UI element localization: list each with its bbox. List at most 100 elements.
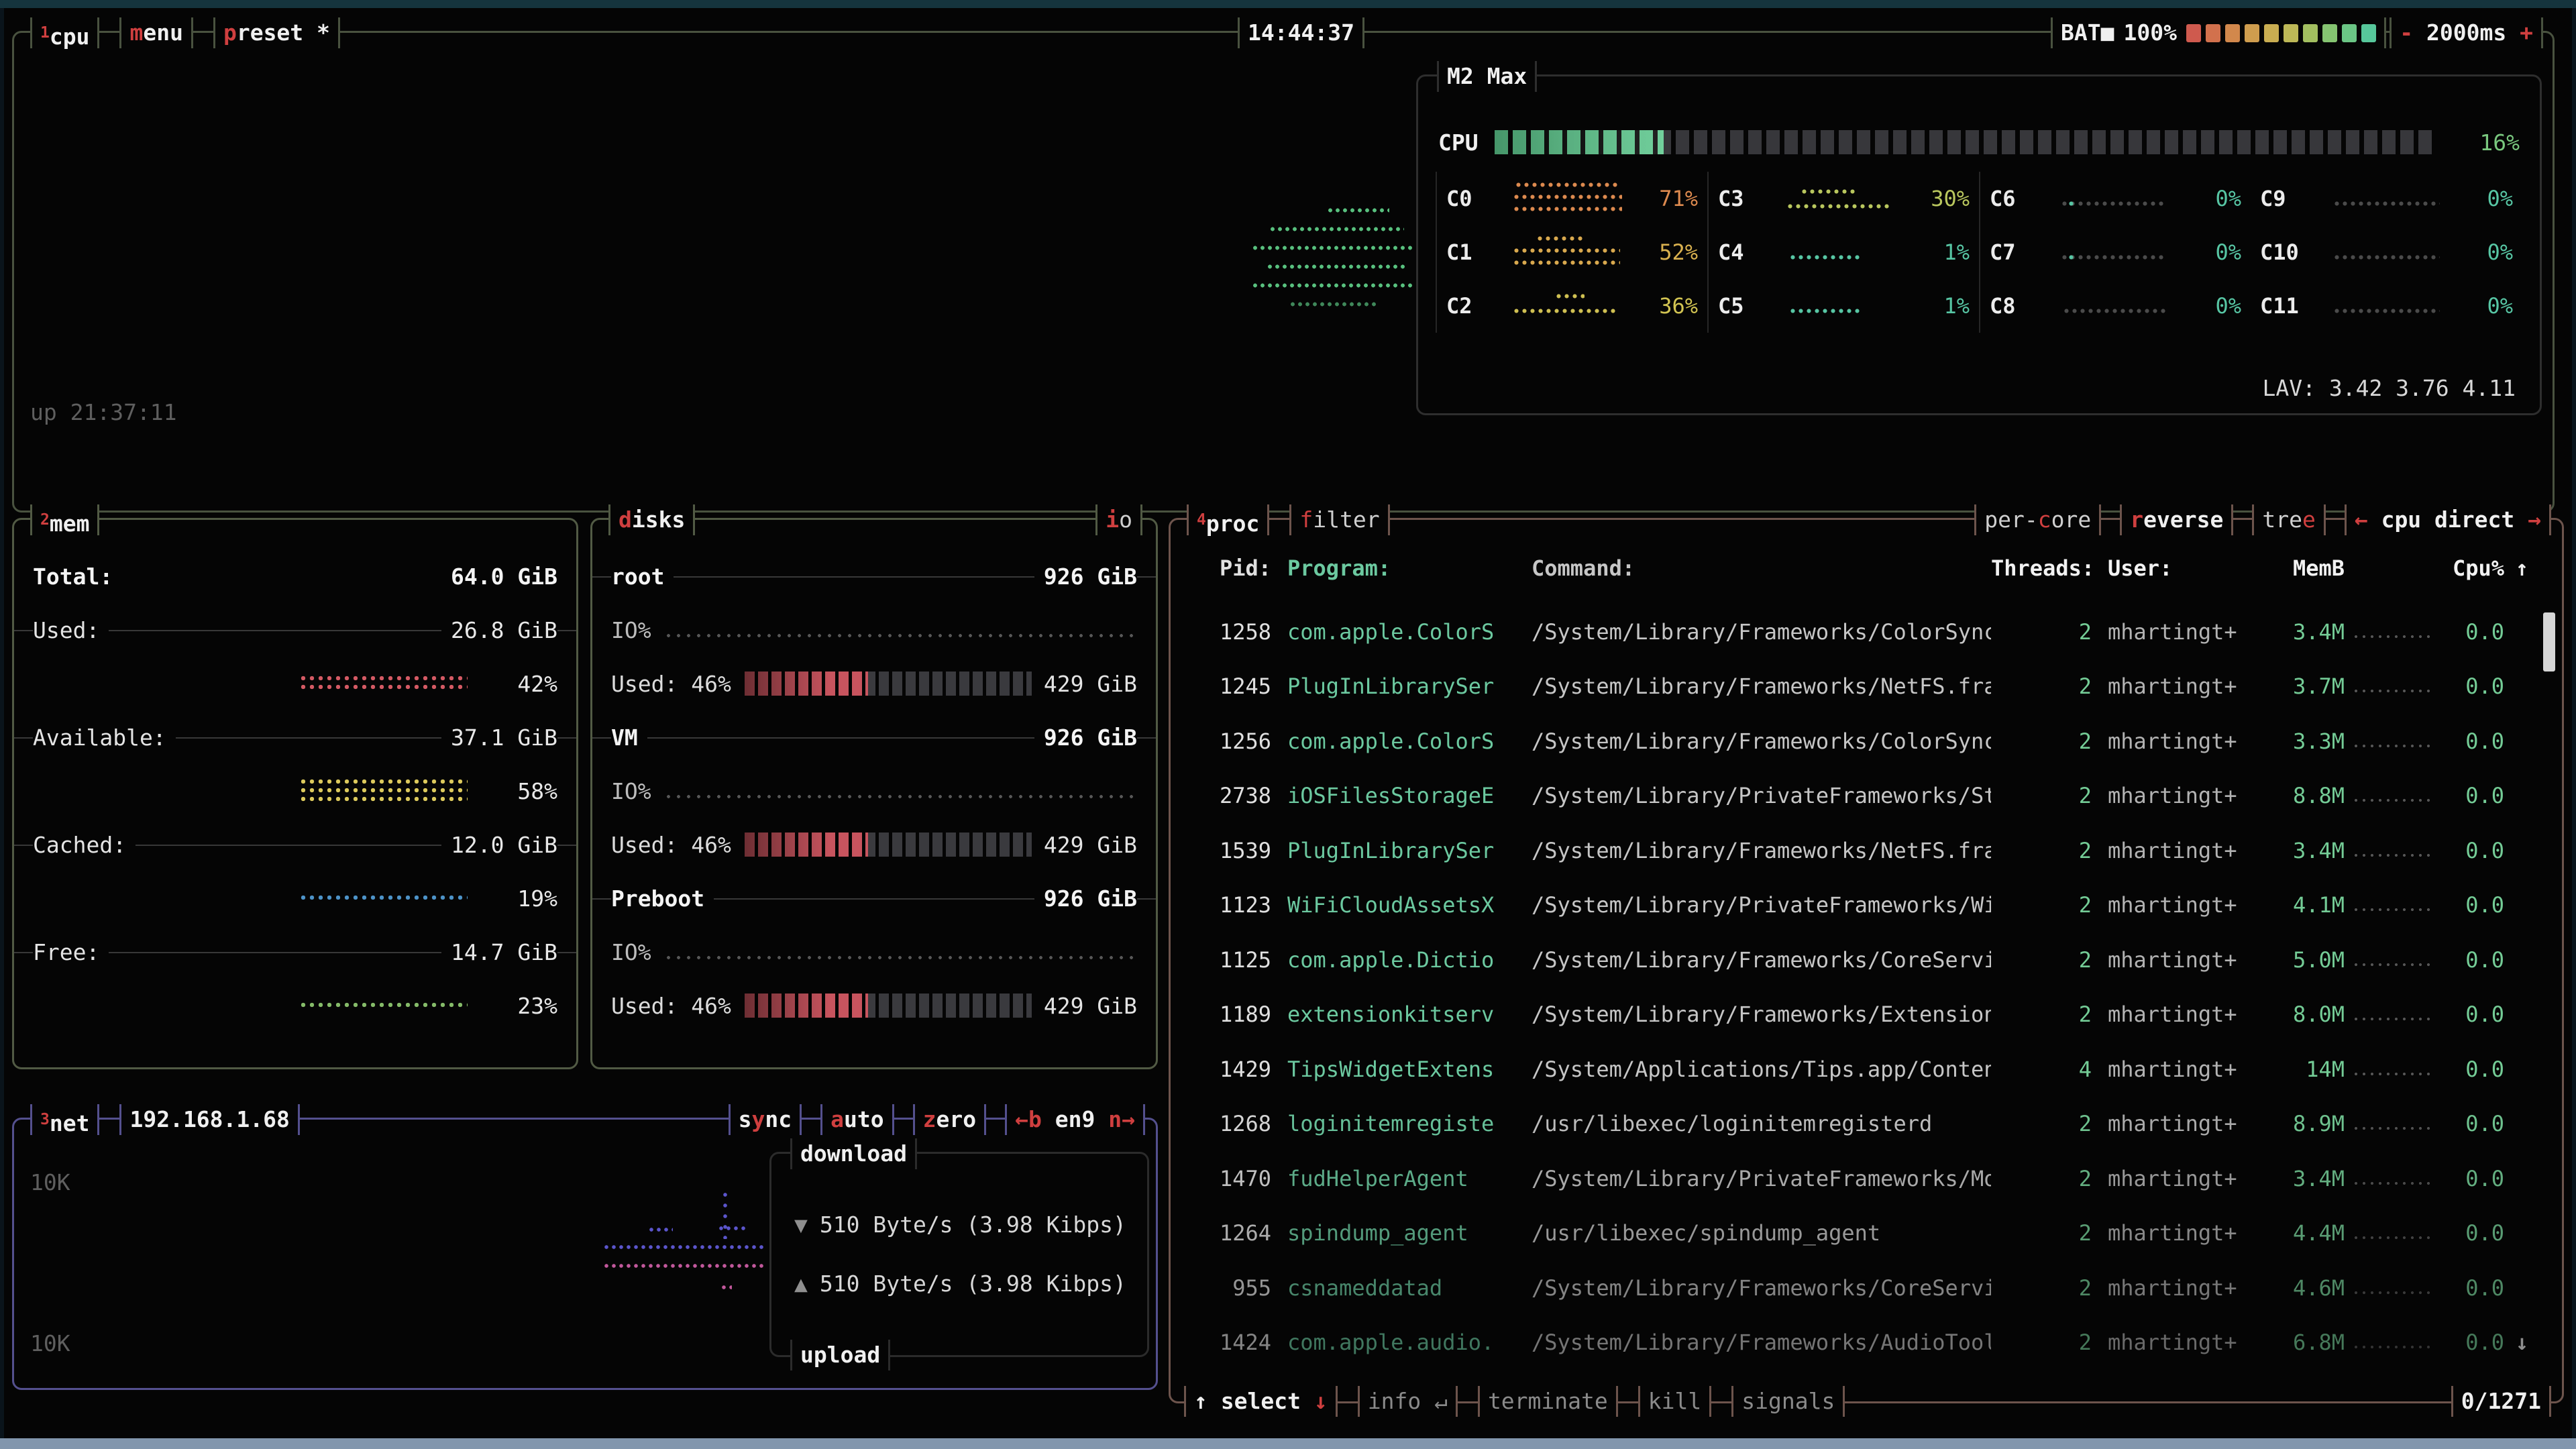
disk-used-meter: [744, 672, 1032, 696]
process-row[interactable]: 1245 PlugInLibrarySer /System/Library/Fr…: [1191, 659, 2528, 714]
load-average: LAV: 3.42 3.76 4.11: [2262, 375, 2516, 401]
core-percent: 71%: [1659, 186, 1698, 211]
net-sync-button[interactable]: sync: [728, 1104, 802, 1135]
process-mem-trail: [2354, 853, 2433, 857]
header-command[interactable]: Command:: [1532, 555, 1635, 581]
process-row[interactable]: 1123 WiFiCloudAssetsX /System/Library/Pr…: [1191, 878, 2528, 933]
next-interface-button[interactable]: n→: [1108, 1106, 1135, 1132]
cpu-total-meter: [1494, 130, 2436, 154]
sort-prev-icon[interactable]: ←: [2354, 506, 2368, 533]
process-row[interactable]: 1424 com.apple.audio. /System/Library/Fr…: [1191, 1316, 2528, 1371]
process-row[interactable]: 1429 TipsWidgetExtens /System/Applicatio…: [1191, 1042, 2528, 1097]
process-row[interactable]: 1189 extensionkitserv /System/Library/Fr…: [1191, 987, 2528, 1042]
io-mode-button[interactable]: io: [1095, 504, 1142, 535]
process-row[interactable]: 1268 loginitemregiste /usr/libexec/login…: [1191, 1097, 2528, 1152]
mem-graph-row: 42%: [33, 657, 557, 710]
process-mem-trail: [2354, 689, 2433, 694]
process-row[interactable]: 955 csnameddatad /System/Library/Framewo…: [1191, 1260, 2528, 1316]
tab-disks[interactable]: disks: [608, 504, 696, 535]
download-title: download: [790, 1138, 917, 1169]
core-graph: [2054, 233, 2173, 272]
net-zero-button[interactable]: zero: [912, 1104, 987, 1135]
disk-used-label: Used: 46%: [611, 831, 731, 858]
process-row[interactable]: 1258 com.apple.ColorS /System/Library/Fr…: [1191, 604, 2528, 659]
header-pid[interactable]: Pid:: [1219, 555, 1271, 581]
reverse-toggle[interactable]: reverse: [2120, 504, 2234, 535]
process-mem: 4.6M: [2292, 1275, 2345, 1301]
per-core-toggle[interactable]: per-core: [1974, 504, 2102, 535]
process-command: /System/Applications/Tips.app/Content: [1532, 1056, 1991, 1082]
tab-net[interactable]: 3net: [30, 1104, 100, 1136]
tab-cpu[interactable]: 1cpu: [30, 17, 100, 50]
download-speed: ▼ 510 Byte/s (3.98 Kibps): [794, 1212, 1126, 1238]
mem-graph-row: 23%: [33, 979, 557, 1032]
net-speed-box: download ▼ 510 Byte/s (3.98 Kibps) ▲ 510…: [769, 1138, 1149, 1371]
header-cpu[interactable]: Cpu%: [2452, 555, 2504, 581]
core-name: C8: [1990, 293, 2016, 319]
process-row[interactable]: 1256 com.apple.ColorS /System/Library/Fr…: [1191, 714, 2528, 769]
filter-button[interactable]: filter: [1289, 504, 1390, 535]
process-user: mhartingt+: [2108, 674, 2237, 700]
battery-block: [2186, 23, 2201, 42]
process-user: mhartingt+: [2108, 619, 2237, 645]
mem-box: 2mem Total: 64.0 GiB Used: 26.8 GiB: [12, 504, 578, 1069]
process-row[interactable]: 1470 fudHelperAgent /System/Library/Priv…: [1191, 1151, 2528, 1206]
process-mem: 8.8M: [2292, 783, 2345, 809]
core-graph: [2324, 179, 2445, 218]
header-user[interactable]: User:: [2108, 555, 2173, 581]
proc-scrollbar[interactable]: [2543, 612, 2555, 672]
disk-entry: Preboot 926 GiB IO% Used: 46% 429 GiB: [592, 871, 1156, 1032]
sort-column-switcher[interactable]: ← cpu direct →: [2344, 504, 2551, 535]
process-command: /System/Library/Frameworks/ColorSync.: [1532, 728, 1991, 754]
process-command: /System/Library/PrivateFrameworks/Mob: [1532, 1165, 1991, 1191]
process-mem-trail: [2354, 1345, 2433, 1350]
header-memb[interactable]: MemB: [2292, 555, 2345, 581]
prev-interface-button[interactable]: ←b: [1015, 1106, 1042, 1132]
process-user: mhartingt+: [2108, 947, 2237, 973]
sort-next-icon[interactable]: →: [2528, 506, 2541, 533]
process-row[interactable]: 2738 iOSFilesStorageE /System/Library/Pr…: [1191, 769, 2528, 824]
preset-button[interactable]: preset *: [213, 17, 340, 48]
proc-action-button[interactable]: info ↵: [1357, 1386, 1458, 1417]
process-command: /System/Library/PrivateFrameworks/Sto: [1532, 783, 1991, 809]
upload-graph: [604, 1263, 763, 1270]
process-threads: 2: [2078, 1220, 2092, 1246]
core-cell: C1 52%: [1436, 225, 1707, 279]
sort-direction-icon[interactable]: ↑: [2515, 555, 2528, 581]
cpu-box: 1cpu menu preset * 14:44:37 BAT■ 100% - …: [12, 17, 2555, 513]
proc-action-button[interactable]: kill: [1638, 1386, 1712, 1417]
proc-action-button[interactable]: signals: [1731, 1386, 1845, 1417]
process-cpu: 0.0: [2465, 1275, 2504, 1301]
cpu-total-label: CPU: [1438, 129, 1479, 156]
menu-button[interactable]: menu: [119, 17, 193, 48]
core-percent: 0%: [2487, 239, 2513, 265]
net-scale-top: 10K: [30, 1169, 70, 1195]
process-cpu: 0.0: [2465, 892, 2504, 918]
core-name: C11: [2260, 293, 2299, 319]
tree-toggle[interactable]: tree: [2252, 504, 2326, 535]
process-row[interactable]: 1125 com.apple.Dictio /System/Library/Fr…: [1191, 932, 2528, 987]
disk-used-meter: [744, 833, 1032, 857]
battery-block: [2303, 23, 2318, 42]
disk-used-meter-fill: [744, 994, 868, 1018]
net-interface-switcher[interactable]: ←b en9 n→: [1005, 1104, 1145, 1135]
disk-name: VM: [611, 724, 647, 751]
interval-increase-button[interactable]: +: [2520, 19, 2533, 46]
process-threads: 2: [2078, 947, 2092, 973]
net-scale-bottom: 10K: [30, 1330, 70, 1356]
header-program[interactable]: Program:: [1287, 555, 1391, 581]
net-auto-button[interactable]: auto: [820, 1104, 894, 1135]
process-row[interactable]: 1539 PlugInLibrarySer /System/Library/Fr…: [1191, 823, 2528, 878]
select-control[interactable]: ↑ select ↓: [1184, 1386, 1338, 1417]
proc-action-button[interactable]: terminate: [1477, 1386, 1618, 1417]
header-threads[interactable]: Threads:: [1991, 555, 2095, 581]
mem-usage-graph: [300, 894, 468, 903]
tab-proc[interactable]: 4proc: [1187, 504, 1270, 537]
process-threads: 2: [2078, 837, 2092, 863]
interval-decrease-button[interactable]: -: [2400, 19, 2414, 46]
process-row[interactable]: 1264 spindump_agent /usr/libexec/spindum…: [1191, 1206, 2528, 1261]
disk-used-meter-fill: [744, 833, 868, 857]
core-name: C4: [1718, 239, 1744, 265]
tab-mem[interactable]: 2mem: [30, 504, 100, 537]
